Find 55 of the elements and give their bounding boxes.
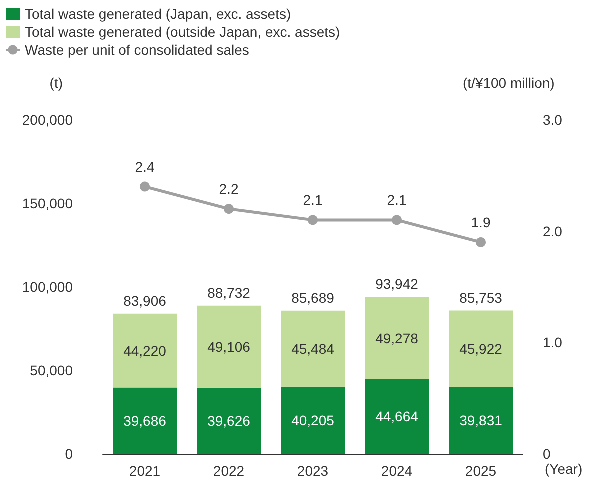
data-label: 39,831: [460, 412, 503, 429]
y2-axis-title: (t/¥100 million): [463, 75, 555, 91]
point: [224, 204, 234, 214]
bar: [365, 297, 429, 380]
bar: [197, 388, 261, 454]
bar: [449, 387, 513, 454]
bar: [113, 388, 177, 454]
y2-tick-label: 3.0: [543, 112, 563, 128]
data-label: 39,626: [208, 412, 251, 429]
point: [308, 215, 318, 226]
data-label: 39,686: [124, 412, 167, 429]
x-axis-title: (Year): [545, 461, 583, 477]
legend-label: Total waste generated (Japan, exc. assets): [25, 6, 292, 22]
data-label: 49,278: [376, 330, 419, 346]
data-label: 45,922: [460, 341, 503, 358]
data-label: 2.1: [303, 192, 323, 208]
y-tick-label: 150,000: [22, 196, 74, 212]
point: [140, 182, 150, 192]
y-axis-title: (t): [50, 75, 63, 91]
y2-tick-label: 1.0: [543, 334, 563, 351]
legend-label: Total waste generated (outside Japan, exc. assets): [25, 24, 340, 40]
total-label: 93,942: [376, 276, 419, 292]
data-label: 45,484: [292, 340, 335, 357]
x-tick-label: 2025: [465, 463, 497, 479]
legend-label: Waste per unit of consolidated sales: [25, 42, 250, 58]
bar: [197, 306, 261, 388]
y-tick-label: 0: [65, 446, 74, 462]
data-label: 2.1: [387, 192, 407, 208]
total-label: 85,753: [460, 290, 503, 306]
point: [392, 215, 402, 226]
total-label: 85,689: [292, 290, 335, 306]
bar: [281, 310, 345, 387]
y2-tick-label: 0: [543, 446, 551, 462]
bar: [113, 314, 177, 388]
bar: [365, 379, 429, 454]
point: [476, 237, 486, 248]
bar: [281, 386, 345, 454]
bar: [449, 310, 513, 388]
x-tick-label: 2022: [213, 463, 245, 479]
y-tick-label: 100,000: [22, 279, 74, 295]
x-tick-label: 2023: [297, 463, 329, 479]
x-tick-label: 2024: [381, 463, 413, 479]
data-label: 40,205: [292, 412, 335, 428]
total-label: 83,906: [124, 292, 167, 309]
data-label: 2.4: [135, 158, 155, 175]
y-tick-label: 50,000: [30, 362, 74, 378]
x-tick-label: 2021: [129, 463, 161, 479]
total-label: 88,732: [208, 284, 251, 301]
y-tick-label: 200,000: [22, 112, 74, 128]
data-label: 2.2: [219, 181, 239, 198]
data-label: 44,220: [124, 342, 167, 359]
data-label: 44,664: [376, 408, 419, 425]
data-label: 49,106: [208, 338, 251, 355]
data-label: 1.9: [471, 214, 491, 230]
y2-tick-label: 2.0: [543, 223, 563, 240]
